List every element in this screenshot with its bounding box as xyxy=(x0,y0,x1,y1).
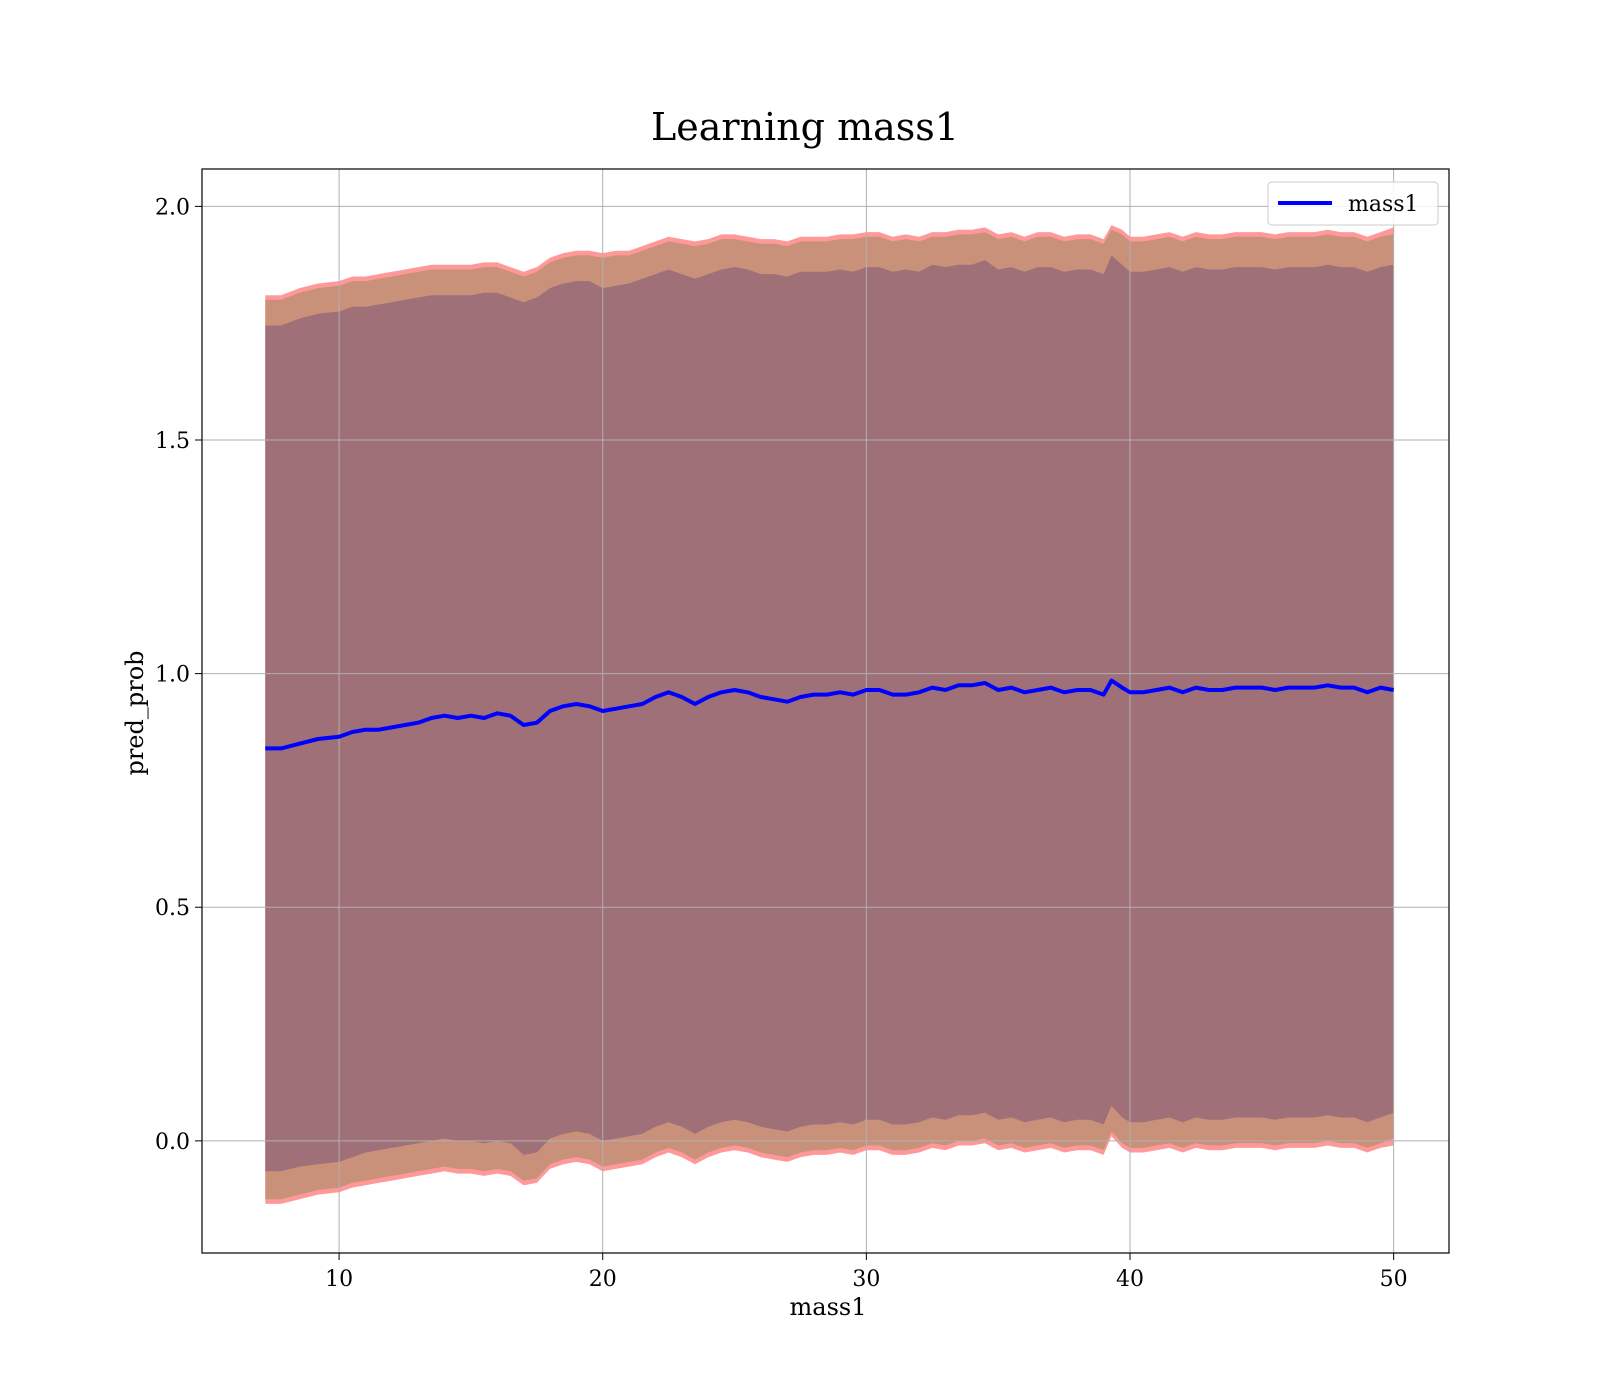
legend-box xyxy=(1267,181,1439,226)
confidence-band-inner xyxy=(265,255,1394,1172)
y-tick-label: 2.0 xyxy=(155,195,190,220)
y-tick-label: 0.5 xyxy=(155,896,190,921)
legend: mass1 xyxy=(1267,181,1439,226)
x-tick-label: 10 xyxy=(325,1267,353,1292)
chart-title: Learning mass1 xyxy=(651,105,959,149)
x-tick-label: 50 xyxy=(1380,1267,1408,1292)
plot-area: 10 20 30 40 50 0.0 0.5 1.0 1.5 2.0 xyxy=(155,168,1450,1292)
plot-frame xyxy=(201,168,1450,1254)
x-tick-label: 40 xyxy=(1116,1267,1144,1292)
legend-entry-mass1: mass1 xyxy=(1348,192,1419,217)
y-axis-label: pred_prob xyxy=(121,650,149,775)
series-line-mass1 xyxy=(265,678,1394,751)
y-tick-label: 0.0 xyxy=(155,1130,190,1155)
x-axis-label: mass1 xyxy=(790,1293,867,1321)
x-tick-label: 30 xyxy=(852,1267,880,1292)
y-tick-label: 1.0 xyxy=(155,663,190,688)
y-tick-label: 1.5 xyxy=(155,429,190,454)
x-tick-label: 20 xyxy=(589,1267,617,1292)
